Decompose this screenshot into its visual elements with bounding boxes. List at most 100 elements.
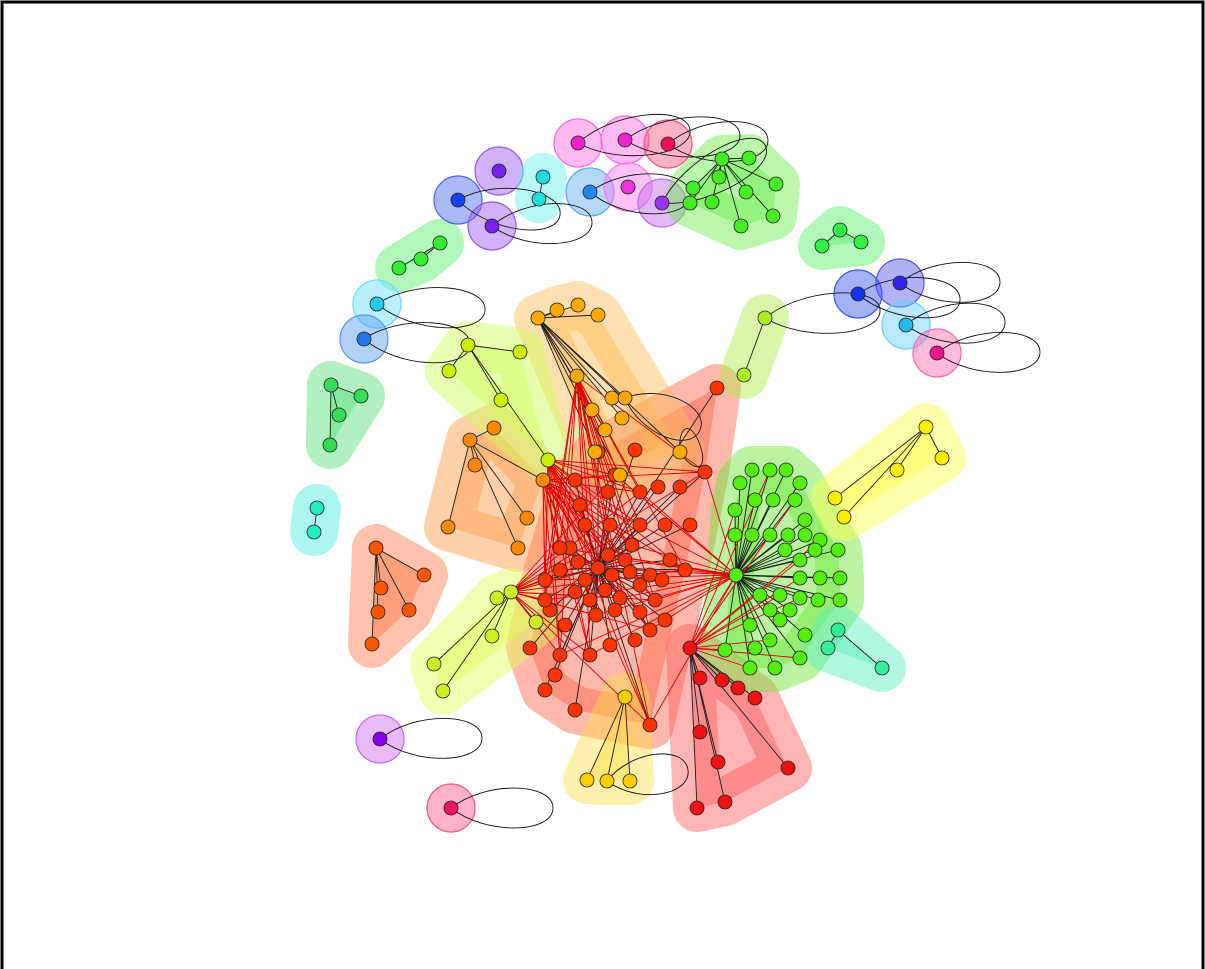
node-red-core-28 <box>602 637 618 653</box>
node-green-top-3 <box>738 184 754 200</box>
node-lime-top-right-0 <box>757 310 773 326</box>
node-red-core-26 <box>567 702 583 718</box>
node-magenta-top-1-0 <box>570 135 586 151</box>
edge-green-left-3 <box>329 384 332 446</box>
edge-red-core-41 <box>597 491 609 569</box>
self-loop-14 <box>450 787 554 829</box>
node-red-core-15 <box>647 592 663 608</box>
node-purple-top-2-0 <box>484 218 500 234</box>
node-magenta-top-2-0 <box>617 132 633 148</box>
node-yellow-bottom-1 <box>579 772 595 788</box>
inter-edge-2-24 <box>542 479 561 656</box>
node-red-core-4 <box>597 582 613 598</box>
hull-orange-red-left <box>348 524 448 668</box>
node-red-core-10 <box>622 564 638 580</box>
edge-red-core-46 <box>597 387 718 569</box>
node-lime-upper-left-3 <box>493 392 509 408</box>
inter-edge-0-0 <box>597 567 737 576</box>
edge-lime-left-5 <box>442 591 512 692</box>
node-orange-left-1 <box>486 420 502 436</box>
graph-nodes <box>306 132 950 816</box>
node-green-top-2 <box>711 169 727 185</box>
node-yellow-right-0 <box>918 419 934 435</box>
node-red-core-32 <box>662 552 678 568</box>
node-green-hub-29 <box>742 617 758 633</box>
node-green-hub-6 <box>727 502 743 518</box>
node-orange-red-left-2 <box>373 580 389 596</box>
node-red-core-2 <box>577 572 593 588</box>
node-green-top-6 <box>704 194 720 210</box>
node-red-core-52 <box>522 640 538 656</box>
node-green-hub-14 <box>797 527 813 543</box>
node-orange-top-10 <box>597 422 613 438</box>
node-green-hub-27 <box>772 587 788 603</box>
self-loop-15 <box>764 292 881 334</box>
node-yellow-bottom-2 <box>599 773 615 789</box>
node-red-core-1 <box>604 567 620 583</box>
node-red-core-19 <box>654 572 670 588</box>
edge-lime-upper-left-4 <box>467 344 549 461</box>
node-purple-top-3-0 <box>654 195 670 211</box>
edge-orange-top-3 <box>537 314 599 319</box>
node-cyan-top-1 <box>531 191 547 207</box>
edge-green-top-9 <box>721 158 742 227</box>
node-green-hub-3 <box>762 462 778 478</box>
edge-yellow-right-3 <box>834 426 927 499</box>
node-lime-left-0 <box>503 584 519 600</box>
node-yellow-right-4 <box>836 509 852 525</box>
inter-edge-0-42 <box>639 491 737 576</box>
node-orange-top-11 <box>672 444 688 460</box>
node-red-core-30 <box>642 622 658 638</box>
node-lime-upper-left-0 <box>460 337 476 353</box>
node-red-core-51 <box>537 592 553 608</box>
node-red-core-5 <box>582 592 598 608</box>
node-green-top-1 <box>741 150 757 166</box>
node-yellow-right-1 <box>934 450 950 466</box>
edge-orange-top-11 <box>537 317 681 453</box>
node-orange-top-4 <box>569 368 585 384</box>
self-loop-10 <box>899 261 1001 303</box>
node-red-core-24 <box>552 647 568 663</box>
node-green-top-5 <box>685 180 701 196</box>
node-red-core-27 <box>582 647 598 663</box>
node-lime-top-right-1 <box>736 367 752 383</box>
node-red-core-8 <box>570 554 586 570</box>
node-orange-top-8 <box>614 410 630 426</box>
node-red-core-20 <box>552 562 568 578</box>
node-green-hub-39 <box>717 642 733 658</box>
edge-red-bottom-2 <box>689 647 723 681</box>
node-red-core-7 <box>632 577 648 593</box>
node-green-hub-38 <box>782 602 798 618</box>
node-green-top-7 <box>682 195 698 211</box>
inter-edge-5-33 <box>689 647 801 659</box>
node-yellow-right-3 <box>827 490 843 506</box>
node-orange-left-0 <box>462 432 478 448</box>
node-red-core-47 <box>627 442 643 458</box>
self-loop-0 <box>376 287 486 329</box>
inter-edge-4-30 <box>547 459 651 631</box>
inter-edge-3-3 <box>510 559 626 593</box>
node-orange-top-1 <box>549 302 565 318</box>
node-red-core-46 <box>709 380 725 396</box>
edge-red-bottom-8 <box>689 647 698 809</box>
node-blue-top-1-0 <box>450 192 466 208</box>
edge-orange-red-left-5 <box>371 547 377 645</box>
self-loop-6 <box>624 116 741 158</box>
node-green-hub-7 <box>747 492 763 508</box>
edge-green-hub-36 <box>735 574 751 669</box>
inter-edge-2-36 <box>542 479 641 526</box>
hull-yellow-bottom <box>563 673 654 805</box>
node-red-core-50 <box>567 472 583 488</box>
node-teal-right-1 <box>820 640 836 656</box>
node-red-core-9 <box>600 547 616 563</box>
node-red-bottom-8 <box>689 800 705 816</box>
node-green-hub-12 <box>762 527 778 543</box>
inter-edge-4-12 <box>547 459 597 616</box>
edge-green-hub-3 <box>735 469 771 576</box>
node-red-core-29 <box>627 632 643 648</box>
node-green-left-2 <box>331 407 347 423</box>
edge-lime-upper-left-3 <box>467 344 502 401</box>
node-cyan-top-0 <box>535 169 551 185</box>
node-orange-top-9 <box>612 467 628 483</box>
